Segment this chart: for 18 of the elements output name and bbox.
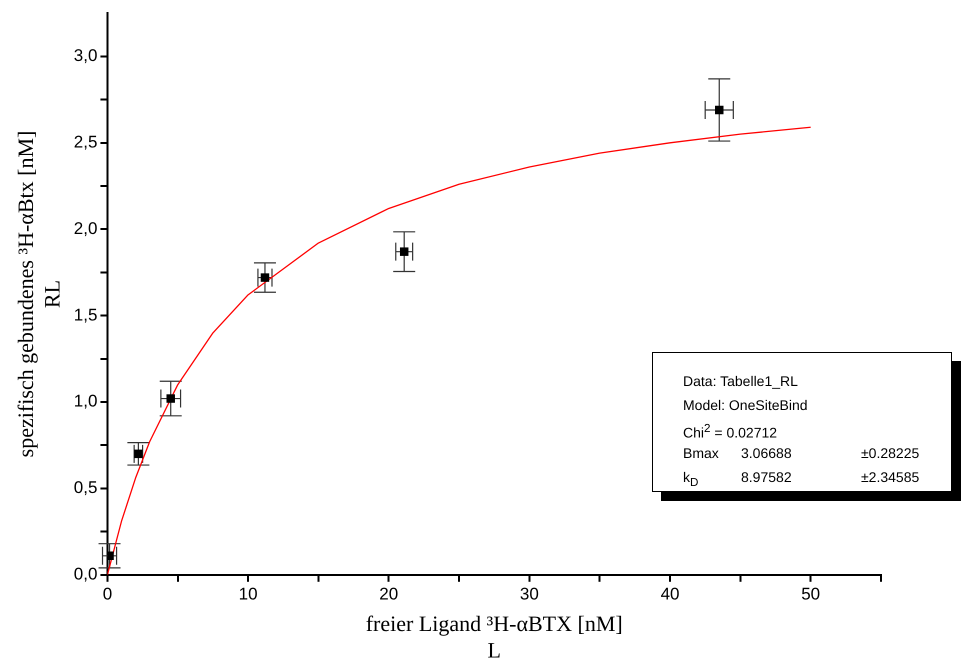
x-tick-label: 10 xyxy=(238,584,258,604)
x-tick-label: 20 xyxy=(379,584,398,604)
x-axis-title: freier Ligand ³H-αBTX [nM] L xyxy=(366,611,623,663)
y-tick-label: 0,0 xyxy=(74,564,98,584)
y-tick-label: 0,5 xyxy=(74,478,98,498)
annotation: Chi$^{2}$ = 0.02712 xyxy=(683,421,778,441)
x-tick-label: 30 xyxy=(520,584,539,604)
y-tick-label: 3,0 xyxy=(74,46,98,66)
annotation: Model: OneSiteBind xyxy=(683,396,808,415)
y-tick-label: 2,0 xyxy=(74,218,98,238)
x-tick-label: 50 xyxy=(801,584,820,604)
y-axis-title: spezifisch gebundenes ³H-αBtx [nM] RL xyxy=(12,130,64,458)
y-tick-label: 1,5 xyxy=(74,305,98,324)
y-tick-label: 2,5 xyxy=(74,132,98,152)
x-tick-label: 40 xyxy=(660,584,680,604)
y-tick-label: 1,0 xyxy=(74,392,98,411)
x-tick-label: 0 xyxy=(102,584,112,604)
annotation: Data: Tabelle1_RL xyxy=(683,372,798,391)
